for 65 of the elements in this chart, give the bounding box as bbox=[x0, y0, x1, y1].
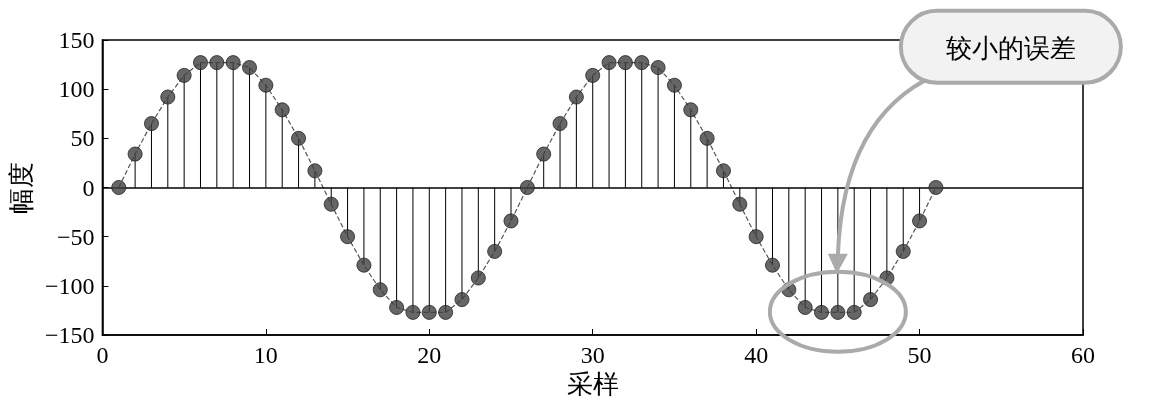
point bbox=[814, 304, 830, 320]
point bbox=[111, 180, 127, 195]
y-tick-label: 150 bbox=[58, 27, 95, 53]
point bbox=[699, 130, 715, 146]
point bbox=[895, 243, 911, 259]
y-axis-title: 幅度 bbox=[6, 161, 36, 214]
point bbox=[193, 55, 208, 71]
point bbox=[928, 180, 944, 195]
point bbox=[421, 304, 437, 320]
point bbox=[372, 282, 388, 298]
point bbox=[617, 55, 633, 71]
x-tick-label: 30 bbox=[580, 342, 605, 368]
point bbox=[552, 116, 568, 132]
point bbox=[650, 60, 666, 76]
point bbox=[863, 292, 879, 308]
point bbox=[846, 304, 862, 320]
point bbox=[470, 270, 486, 286]
y-tick-label: 0 bbox=[82, 174, 95, 201]
point bbox=[291, 130, 307, 146]
point bbox=[715, 163, 731, 179]
point bbox=[830, 304, 846, 320]
point bbox=[487, 243, 503, 259]
point bbox=[454, 292, 470, 308]
point bbox=[438, 304, 454, 320]
point bbox=[536, 146, 552, 162]
point bbox=[307, 163, 323, 179]
point bbox=[797, 299, 813, 315]
y-tick-label: −100 bbox=[44, 272, 95, 299]
point bbox=[765, 257, 780, 273]
point bbox=[356, 257, 372, 273]
x-axis-title: 采样 bbox=[566, 370, 619, 400]
point bbox=[274, 102, 290, 118]
point bbox=[225, 55, 241, 71]
point bbox=[340, 229, 356, 245]
point bbox=[160, 89, 176, 105]
point bbox=[323, 196, 339, 212]
point bbox=[143, 116, 159, 132]
point bbox=[912, 213, 928, 229]
point bbox=[666, 77, 682, 93]
x-tick-label: 60 bbox=[1071, 342, 1095, 368]
point bbox=[519, 180, 535, 195]
point bbox=[503, 213, 519, 229]
point bbox=[683, 102, 699, 118]
point bbox=[732, 196, 748, 212]
point bbox=[634, 55, 650, 71]
x-tick-label: 50 bbox=[907, 342, 932, 368]
y-tick-label: −150 bbox=[44, 322, 95, 348]
x-tick-label: 10 bbox=[253, 342, 278, 368]
point bbox=[585, 67, 601, 83]
point bbox=[242, 60, 258, 76]
annotation: 较小的误差 bbox=[945, 33, 1076, 63]
point bbox=[127, 146, 143, 162]
point bbox=[258, 77, 274, 93]
point bbox=[209, 55, 225, 71]
point bbox=[389, 299, 405, 315]
point bbox=[748, 229, 764, 245]
point bbox=[405, 304, 421, 320]
x-tick-label: 40 bbox=[744, 342, 769, 368]
x-tick-label: 20 bbox=[417, 342, 442, 368]
point bbox=[601, 55, 617, 71]
y-tick-label: −50 bbox=[56, 223, 95, 250]
point bbox=[568, 89, 584, 105]
y-tick-label: 50 bbox=[70, 125, 95, 152]
y-tick-label: 100 bbox=[58, 76, 95, 103]
point bbox=[176, 67, 192, 83]
